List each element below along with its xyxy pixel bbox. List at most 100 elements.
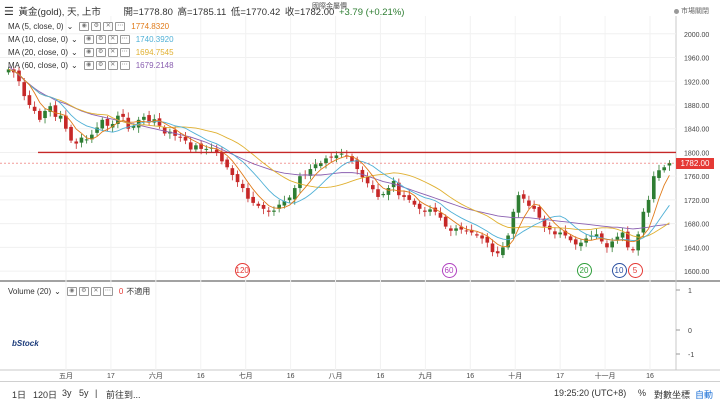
ma-60-row[interactable]: MA (60, close, 0) ⌄ ◉ ⚙ ✕ ⋯ 1679.2148 [8, 61, 174, 70]
candle-body [256, 203, 261, 206]
eye-icon[interactable]: ◉ [83, 35, 94, 44]
ma-5-line [8, 68, 670, 248]
eye-icon[interactable]: ◉ [79, 22, 90, 31]
price-tick-label: 1600.00 [684, 269, 709, 276]
candle-body [32, 106, 37, 111]
range-5y-button[interactable]: 5y [79, 388, 89, 398]
candle-body [563, 230, 568, 236]
market-status: 市場關閉 [674, 6, 709, 16]
ma-60-tools[interactable]: ◉ ⚙ ✕ ⋯ [83, 61, 130, 70]
candle-body [397, 182, 401, 196]
time-tick-label: 十月 [508, 371, 522, 380]
more-icon[interactable]: ⋯ [119, 61, 130, 70]
candle-body [631, 249, 635, 251]
candle-body [438, 212, 443, 218]
market-status-label: 市場關閉 [680, 8, 709, 15]
ma-5-dropdown-icon[interactable]: ⌄ [66, 22, 74, 31]
volume-dropdown-icon[interactable]: ⌄ [54, 287, 61, 296]
volume-legend[interactable]: Volume (20) ⌄ ◉ ⚙ ✕ ⋯ 0 不適用 [8, 286, 150, 297]
more-icon[interactable]: ⋯ [119, 35, 130, 44]
ma-10-tools[interactable]: ◉ ⚙ ✕ ⋯ [83, 35, 130, 44]
ma-5-label[interactable]: MA (5, close, 0) [8, 22, 64, 31]
low-value: 低=1770.42 [230, 7, 281, 18]
more-icon[interactable]: ⋯ [102, 287, 113, 296]
candle-body [6, 69, 11, 73]
eye-icon[interactable]: ◉ [83, 48, 94, 57]
ma-20-dropdown-icon[interactable]: ⌄ [71, 48, 78, 57]
symbol-name[interactable]: 黃金(gold), 天, 上市 [18, 7, 101, 18]
candle-body [573, 239, 578, 245]
settings-icon[interactable]: ⚙ [95, 61, 106, 70]
candle-body [454, 228, 458, 231]
more-icon[interactable]: ⋯ [115, 22, 126, 31]
candle-body [402, 195, 406, 197]
candle-body [542, 218, 547, 227]
candle-body [485, 236, 490, 243]
candle-body [84, 139, 89, 141]
ma-20-row[interactable]: MA (20, close, 0) ⌄ ◉ ⚙ ✕ ⋯ 1694.7545 [8, 48, 174, 57]
candle-body [225, 159, 229, 168]
log-scale-toggle[interactable]: 對數坐標 [654, 390, 691, 400]
volume-label[interactable]: Volume (20) [8, 287, 52, 296]
period-marker-120[interactable]: 120 [234, 263, 250, 278]
settings-icon[interactable]: ⚙ [78, 287, 89, 296]
candle-body [214, 149, 219, 153]
range-120d-button[interactable]: 120日 [33, 390, 58, 400]
period-marker-10[interactable]: 10 [611, 263, 627, 278]
candle-body [511, 211, 516, 234]
candle-body [459, 226, 464, 230]
candle-body [490, 243, 495, 253]
time-tick-label: 16 [377, 373, 385, 380]
candle-body [105, 118, 110, 126]
bottom-toolbar: 1日 120日 3y 5y | 前往到... 19:25:20 (UTC+8) … [0, 381, 720, 406]
period-marker-5[interactable]: 5 [627, 263, 643, 278]
ma-10-label[interactable]: MA (10, close, 0) [8, 35, 69, 44]
ma-20-value: 1694.7545 [135, 48, 174, 57]
candle-body [376, 189, 380, 197]
clock-display[interactable]: 19:25:20 (UTC+8) [554, 388, 627, 398]
ma-10-row[interactable]: MA (10, close, 0) ⌄ ◉ ⚙ ✕ ⋯ 1740.3920 [8, 35, 174, 44]
candle-body [407, 195, 412, 200]
time-tick-label: 七月 [239, 371, 253, 380]
goto-button[interactable]: 前往到... [106, 390, 141, 400]
ma-10-dropdown-icon[interactable]: ⌄ [71, 35, 78, 44]
ma-10-value: 1740.3920 [135, 35, 174, 44]
volume-tools[interactable]: ◉ ⚙ ✕ ⋯ [66, 287, 113, 296]
divider: | [95, 388, 98, 398]
candle-body [251, 196, 255, 203]
close-icon[interactable]: ✕ [107, 61, 118, 70]
settings-icon[interactable]: ⚙ [95, 35, 106, 44]
eye-icon[interactable]: ◉ [66, 287, 77, 296]
candle-body [334, 155, 339, 159]
candle-body [173, 129, 177, 136]
settings-icon[interactable]: ⚙ [91, 22, 102, 31]
close-icon[interactable]: ✕ [107, 48, 118, 57]
auto-scale-toggle[interactable]: 自動 [695, 390, 714, 400]
more-icon[interactable]: ⋯ [119, 48, 130, 57]
menu-icon[interactable]: ☰ [4, 6, 14, 18]
settings-icon[interactable]: ⚙ [95, 48, 106, 57]
eye-icon[interactable]: ◉ [83, 61, 94, 70]
ma-60-label[interactable]: MA (60, close, 0) [8, 61, 69, 70]
ma-20-tools[interactable]: ◉ ⚙ ✕ ⋯ [83, 48, 130, 57]
percent-toggle[interactable]: % [638, 388, 647, 398]
close-icon[interactable]: ✕ [107, 35, 118, 44]
ma-5-tools[interactable]: ◉ ⚙ ✕ ⋯ [79, 22, 126, 31]
candle-body [318, 163, 323, 167]
range-1d-button[interactable]: 1日 [12, 390, 27, 400]
candle-body [90, 134, 94, 140]
close-icon[interactable]: ✕ [90, 287, 101, 296]
price-tick-label: 1720.00 [684, 198, 709, 205]
range-3y-button[interactable]: 3y [62, 388, 72, 398]
candle-body [599, 233, 604, 242]
period-marker-60[interactable]: 60 [441, 263, 457, 278]
ma-5-row[interactable]: MA (5, close, 0) ⌄ ◉ ⚙ ✕ ⋯ 1774.8320 [8, 22, 169, 31]
candle-body [506, 235, 510, 248]
period-marker-20[interactable]: 20 [576, 263, 592, 278]
ma-60-dropdown-icon[interactable]: ⌄ [71, 61, 78, 70]
ma-20-label[interactable]: MA (20, close, 0) [8, 48, 69, 57]
candle-body [667, 163, 672, 166]
close-icon[interactable]: ✕ [103, 22, 114, 31]
